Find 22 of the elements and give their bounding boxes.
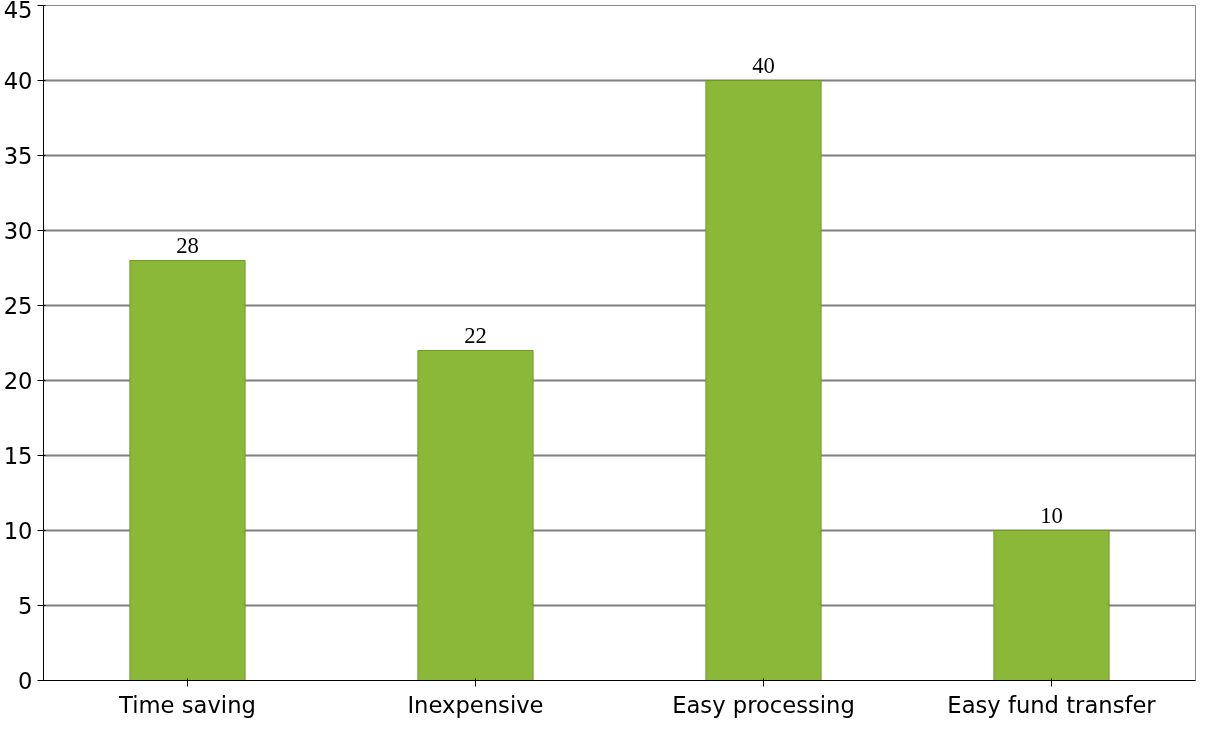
y-tick-label: 25 — [3, 293, 33, 319]
y-tick-label: 5 — [18, 593, 33, 619]
bar — [705, 80, 822, 681]
y-tick-label: 40 — [3, 68, 33, 94]
y-tick-label: 35 — [3, 143, 33, 169]
x-tick-label: Inexpensive — [407, 691, 544, 718]
y-tick-label: 10 — [3, 518, 33, 544]
y-tick-label: 30 — [3, 218, 33, 244]
x-tick-label: Easy processing — [672, 691, 855, 718]
data-label: 22 — [464, 322, 487, 348]
data-label: 28 — [176, 232, 199, 258]
data-label: 10 — [1040, 502, 1063, 528]
y-tick-label: 20 — [3, 368, 33, 394]
y-tick-label: 15 — [3, 443, 33, 469]
x-tick-label: Time saving — [118, 691, 256, 718]
x-tick-label: Easy fund transfer — [947, 691, 1157, 718]
data-label: 40 — [752, 52, 775, 78]
y-tick-label: 45 — [3, 0, 33, 23]
bar — [417, 350, 534, 681]
bar — [129, 260, 246, 681]
y-tick-label: 0 — [18, 668, 33, 694]
bar — [993, 530, 1110, 681]
